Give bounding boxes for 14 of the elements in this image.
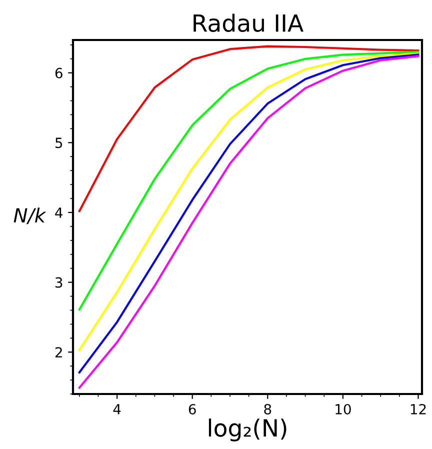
x-tick-label: 12 — [410, 404, 426, 414]
x-tick-label: 6 — [188, 404, 196, 414]
x-axis-title: log₂(N) — [208, 418, 286, 442]
y-tick-label: 5 — [56, 138, 62, 148]
chart-title: Radau IIA — [194, 14, 304, 32]
y-tick-label: 2 — [55, 347, 62, 358]
x-tick-label: 10 — [336, 404, 351, 414]
y-tick-label: 6 — [55, 68, 62, 78]
y-tick-label: 3 — [56, 277, 62, 288]
y-axis-title: N/k — [14, 208, 46, 224]
line-series — [78, 45, 420, 212]
y-tick-label: 4 — [55, 208, 62, 218]
x-tick-label: 4 — [113, 404, 121, 414]
x-tick-label: 8 — [264, 404, 272, 414]
